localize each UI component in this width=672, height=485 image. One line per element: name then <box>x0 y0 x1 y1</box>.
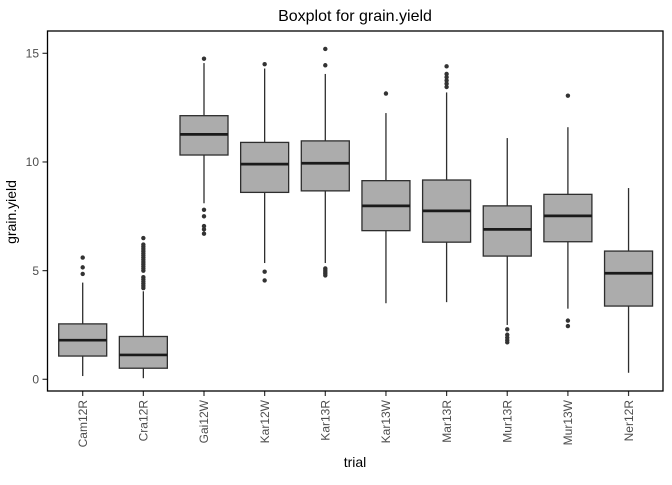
outlier-point-Mar13R <box>444 64 449 69</box>
outlier-point-Gai12W <box>201 231 207 236</box>
outlier-point-Cra12R <box>141 268 146 273</box>
outlier-point-Gai12W <box>201 56 207 61</box>
outlier-point-Kar12W <box>262 278 267 283</box>
outlier-point-Kar13W <box>383 91 389 96</box>
panel-border <box>46 30 664 392</box>
y-tick-label: 10 <box>26 155 40 169</box>
box-Kar13R <box>300 140 350 192</box>
x-tick-label: Kar13R <box>319 400 333 441</box>
y-axis-title: grain.yield <box>3 180 19 244</box>
outlier-point-Mar13R <box>444 75 449 80</box>
x-tick-label: Mur13R <box>500 400 514 443</box>
outlier-point-Kar13R <box>323 46 328 52</box>
x-tick-label: Cam12R <box>76 400 90 448</box>
outlier-point-Mar13R <box>444 81 449 86</box>
outlier-point-Cra12R <box>141 235 146 241</box>
x-tick-label: Kar13W <box>379 399 393 443</box>
x-tick-label: Cra12R <box>137 400 151 442</box>
x-tick-label: Kar12W <box>258 399 272 443</box>
outlier-point-Cam12R <box>80 271 85 277</box>
outlier-point-Mur13W <box>565 323 571 329</box>
x-tick-label: Gai12W <box>197 399 211 443</box>
box-Kar12W <box>239 141 290 194</box>
outlier-point-Mur13R <box>505 327 510 332</box>
box-Mur13R <box>482 205 532 257</box>
outlier-point-Kar12W <box>262 269 267 274</box>
x-tick-label: Mur13W <box>561 399 575 445</box>
outlier-point-Mar13R <box>444 71 449 77</box>
plot-area: 0 5 10 15 Cam12R Cra12R Gai12W Kar12W Kar13R Kar1… <box>26 46 654 448</box>
y-tick-label: 15 <box>26 47 40 61</box>
outlier-point-Gai12W <box>201 207 207 212</box>
box-Mur13W <box>543 193 593 243</box>
chart-title: Boxplot for grain.yield <box>278 8 432 25</box>
outlier-point-Mar13R <box>444 84 449 90</box>
outlier-point-Gai12W <box>201 227 207 232</box>
outlier-point-Kar13R <box>323 273 328 278</box>
outlier-point-Mur13R <box>505 340 510 345</box>
outlier-point-Cam12R <box>80 265 85 270</box>
box-Ner12R <box>603 250 654 307</box>
outlier-point-Gai12W <box>201 214 207 219</box>
outlier-point-Cam12R <box>80 255 85 260</box>
box-Cra12R <box>118 335 168 369</box>
outlier-point-Kar13R <box>323 63 328 68</box>
x-axis-title: trial <box>344 454 367 470</box>
outlier-point-Mur13W <box>565 318 571 323</box>
x-tick-label: Mar13R <box>440 400 454 443</box>
outlier-point-Cra12R <box>141 285 146 291</box>
outlier-point-Gai12W <box>201 223 207 229</box>
outlier-point-Mar13R <box>444 78 449 83</box>
outlier-point-Mur13W <box>565 93 571 98</box>
y-tick-label: 5 <box>32 264 39 278</box>
outlier-point-Kar12W <box>262 61 267 67</box>
x-tick-label: Ner12R <box>622 400 636 442</box>
y-tick-label: 0 <box>32 373 39 387</box>
